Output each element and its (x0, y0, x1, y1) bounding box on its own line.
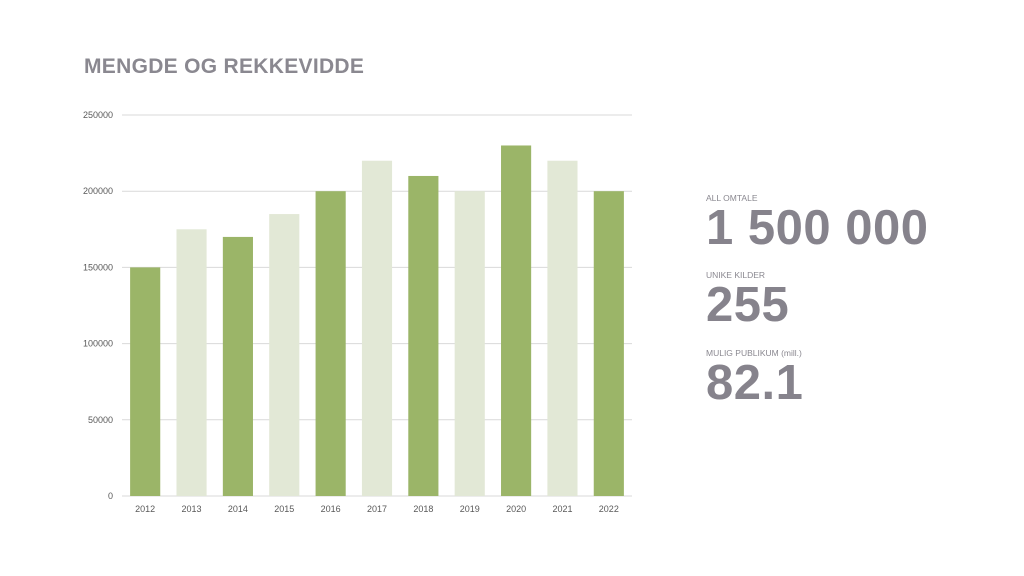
bar-2021 (547, 160, 578, 496)
stat-value-mulig-publikum: 82.1 (706, 356, 804, 410)
x-tick-label: 2016 (321, 504, 341, 514)
bar-2018 (408, 175, 439, 496)
x-tick-label: 2014 (228, 504, 248, 514)
x-axis-ticks: 2012 2013 2014 2015 2016 2017 2018 2019 2020 2021… (135, 504, 619, 514)
bar-2013 (176, 229, 207, 497)
stat-value-unike-kilder: 255 (706, 278, 790, 332)
y-tick-label: 100000 (83, 339, 113, 349)
y-tick-label: 50000 (88, 415, 113, 425)
bar-2014 (222, 236, 253, 497)
slide-title: MENGDE OG REKKEVIDDE (84, 55, 365, 78)
x-tick-label: 2015 (274, 504, 294, 514)
stat-label-mulig-publikum: MULIG PUBLIKUM (mill.) (706, 348, 802, 358)
bar-2017 (361, 160, 393, 496)
y-axis-ticks: 0 50000 100000 150000 200000 250000 (83, 110, 113, 501)
stat-value-all-omtale: 1 500 000 (706, 201, 929, 255)
y-tick-label: 150000 (83, 262, 113, 272)
x-tick-label: 2019 (460, 504, 480, 514)
x-tick-label: 2013 (182, 504, 202, 514)
stat-mulig-publikum: MULIG PUBLIKUM (mill.) 82.1 (706, 348, 803, 408)
bar-2022 (593, 191, 624, 496)
bar-2012 (130, 267, 161, 496)
x-tick-label: 2021 (552, 504, 572, 514)
x-tick-label: 2018 (413, 504, 433, 514)
x-tick-label: 2020 (506, 504, 526, 514)
stat-unike-kilder: UNIKE KILDER 255 (706, 270, 789, 330)
x-tick-label: 2022 (599, 504, 619, 514)
x-tick-label: 2017 (367, 504, 387, 514)
bar-2016 (315, 191, 346, 496)
bar-2019 (454, 191, 485, 496)
stat-all-omtale: ALL OMTALE 1 500 000 (706, 193, 929, 253)
bar-2020 (501, 145, 532, 497)
stat-label-all-omtale: ALL OMTALE (706, 193, 758, 203)
bar-2015 (269, 214, 300, 496)
stat-label-unike-kilder: UNIKE KILDER (706, 270, 766, 280)
y-tick-label: 0 (108, 491, 113, 501)
x-tick-label: 2012 (135, 504, 155, 514)
bars (130, 145, 624, 497)
y-tick-label: 200000 (83, 186, 113, 196)
y-tick-label: 250000 (83, 110, 113, 120)
